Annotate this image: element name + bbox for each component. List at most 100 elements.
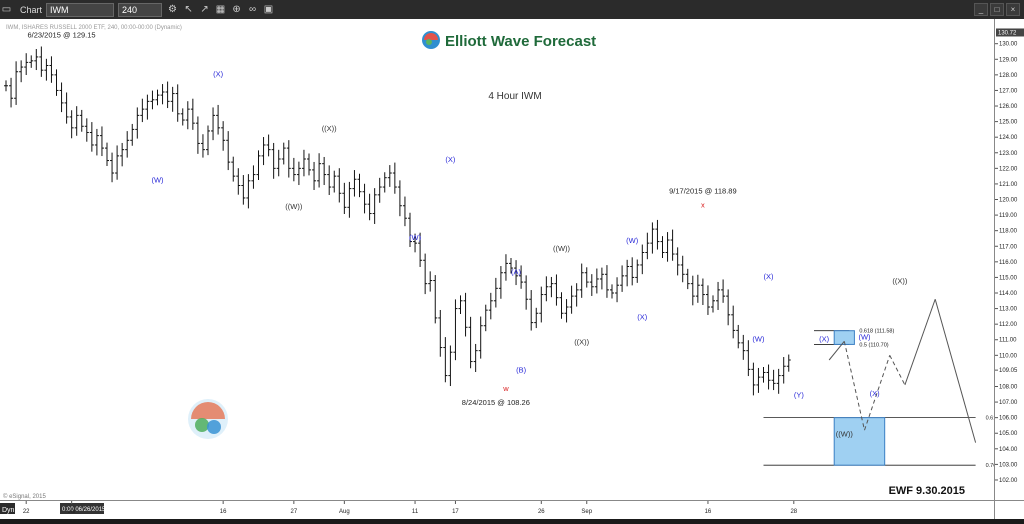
price-bar bbox=[731, 305, 736, 339]
price-bar bbox=[125, 131, 130, 158]
cursor-date-box bbox=[60, 503, 104, 514]
price-bar bbox=[286, 140, 291, 178]
price-bar bbox=[357, 173, 362, 198]
price-bar bbox=[94, 128, 99, 156]
price-bars bbox=[4, 46, 791, 396]
y-tick-label: 128.00 bbox=[999, 73, 1018, 79]
price-bar bbox=[498, 266, 503, 299]
price-bar bbox=[246, 174, 251, 209]
projection-segment bbox=[843, 341, 865, 431]
axis-corner bbox=[994, 500, 1024, 519]
interval-input[interactable]: 240 bbox=[118, 2, 163, 17]
y-tick-label: 109.05 bbox=[999, 368, 1018, 374]
symbol-input[interactable]: IWM bbox=[46, 2, 115, 17]
price-bar bbox=[312, 161, 317, 191]
price-bar bbox=[387, 165, 392, 187]
price-bar bbox=[544, 276, 549, 302]
time-axis-ticks: Dyn 0:00 06/26/2015 22 Jul 16 27 Aug 11 17 26 Se… bbox=[0, 501, 798, 515]
price-bar bbox=[241, 175, 246, 205]
price-bar bbox=[362, 183, 367, 214]
wave-label: (W) bbox=[752, 334, 765, 343]
y-tick-label: 103.00 bbox=[999, 462, 1018, 468]
y-tick-label: 116.00 bbox=[999, 260, 1018, 266]
dyn-label: Dyn bbox=[2, 507, 15, 514]
price-bar bbox=[281, 142, 286, 165]
x-tick-label: Jul bbox=[68, 509, 76, 515]
lock-icon[interactable]: ▣ bbox=[263, 4, 274, 15]
price-bar bbox=[463, 292, 468, 337]
maximize-icon[interactable]: □ bbox=[990, 3, 1004, 16]
link-icon[interactable]: ∞ bbox=[248, 4, 257, 15]
arrow-icon[interactable]: ↗ bbox=[200, 4, 209, 15]
y-tick-label: 121.00 bbox=[999, 182, 1018, 188]
gear-icon[interactable]: ⚙ bbox=[168, 4, 177, 15]
price-bar bbox=[332, 170, 337, 193]
price-bar bbox=[771, 369, 776, 391]
time-axis[interactable]: Dyn 0:00 06/26/2015 22 Jul 16 27 Aug 11 17 26 Se… bbox=[0, 500, 994, 519]
price-bar bbox=[579, 263, 584, 298]
price-bar bbox=[195, 116, 200, 154]
price-bar bbox=[115, 145, 120, 180]
x-tick-label: 11 bbox=[412, 509, 419, 515]
price-bar bbox=[271, 142, 276, 179]
zoom-icon[interactable]: ⊕ bbox=[232, 4, 241, 15]
price-axis[interactable]: 102.00 103.00 104.00 105.00 106.00 107.00 108.… bbox=[994, 19, 1024, 500]
price-bar bbox=[216, 104, 221, 135]
y-tick-label: 125.00 bbox=[999, 120, 1018, 126]
minimize-icon[interactable]: _ bbox=[974, 3, 988, 16]
price-bar bbox=[84, 118, 89, 142]
price-bar bbox=[539, 286, 544, 323]
price-bar bbox=[670, 229, 675, 261]
wave-label: (W) bbox=[626, 236, 639, 245]
wave-label: (Y) bbox=[794, 390, 805, 399]
wave-label: (X) bbox=[870, 389, 881, 398]
price-bar bbox=[645, 232, 650, 260]
price-bar bbox=[751, 362, 756, 396]
dyn-button[interactable] bbox=[0, 503, 15, 514]
window-controls: _ □ × bbox=[972, 3, 1020, 16]
copyright-text: © eSignal, 2015 bbox=[3, 493, 46, 500]
price-bar bbox=[79, 109, 84, 132]
last-price-box bbox=[996, 28, 1024, 37]
grid-icon[interactable]: ▦ bbox=[215, 4, 226, 15]
y-tick-label: 129.00 bbox=[999, 57, 1018, 63]
price-bar bbox=[559, 292, 564, 319]
close-icon[interactable]: × bbox=[1006, 3, 1020, 16]
chart-toolbar: ▭ Chart IWM 240 ⚙ ↖ ↗ ▦ ⊕ ∞ ▣ _ □ × bbox=[0, 0, 1024, 20]
y-tick-label: 110.00 bbox=[999, 353, 1018, 359]
y-tick-label: 114.00 bbox=[999, 291, 1018, 297]
wave-label: ((W)) bbox=[553, 244, 571, 253]
price-bar bbox=[458, 295, 463, 315]
price-bar bbox=[175, 84, 180, 122]
price-bar bbox=[741, 334, 746, 360]
price-bar bbox=[433, 275, 438, 324]
fib-label: 0.618 (111.58) bbox=[859, 329, 894, 335]
price-bar bbox=[251, 165, 256, 189]
price-bar bbox=[483, 304, 488, 332]
wave-label: (X) bbox=[819, 334, 830, 343]
chart-plot-area[interactable]: 0.618 (111.58) 0.5 (110.70) 0.618 (106.00)… bbox=[0, 19, 1022, 500]
wave-label: (A) bbox=[511, 267, 522, 276]
price-bar bbox=[589, 274, 594, 296]
price-bar bbox=[19, 60, 24, 83]
price-bar bbox=[372, 188, 377, 224]
fib-label: 0.764 (102.95) bbox=[986, 463, 994, 469]
price-bar bbox=[630, 257, 635, 286]
price-bar bbox=[604, 265, 609, 298]
wave-label: (X) bbox=[213, 69, 224, 78]
price-bar bbox=[413, 233, 418, 253]
fib-label: 0.5 (110.70) bbox=[859, 342, 888, 348]
price-bar bbox=[534, 307, 539, 329]
target-zone bbox=[833, 417, 886, 466]
price-bar bbox=[24, 53, 29, 76]
price-bar bbox=[705, 285, 710, 315]
wave-label: (X) bbox=[637, 312, 648, 321]
x-tick-label: 16 bbox=[220, 509, 227, 515]
price-bar bbox=[408, 212, 412, 248]
x-tick-label: 17 bbox=[452, 509, 459, 515]
price-bar bbox=[675, 247, 680, 276]
price-bar bbox=[44, 58, 49, 81]
price-bar bbox=[776, 368, 781, 394]
pointer-icon[interactable]: ↖ bbox=[184, 4, 193, 15]
price-bar bbox=[49, 56, 54, 83]
